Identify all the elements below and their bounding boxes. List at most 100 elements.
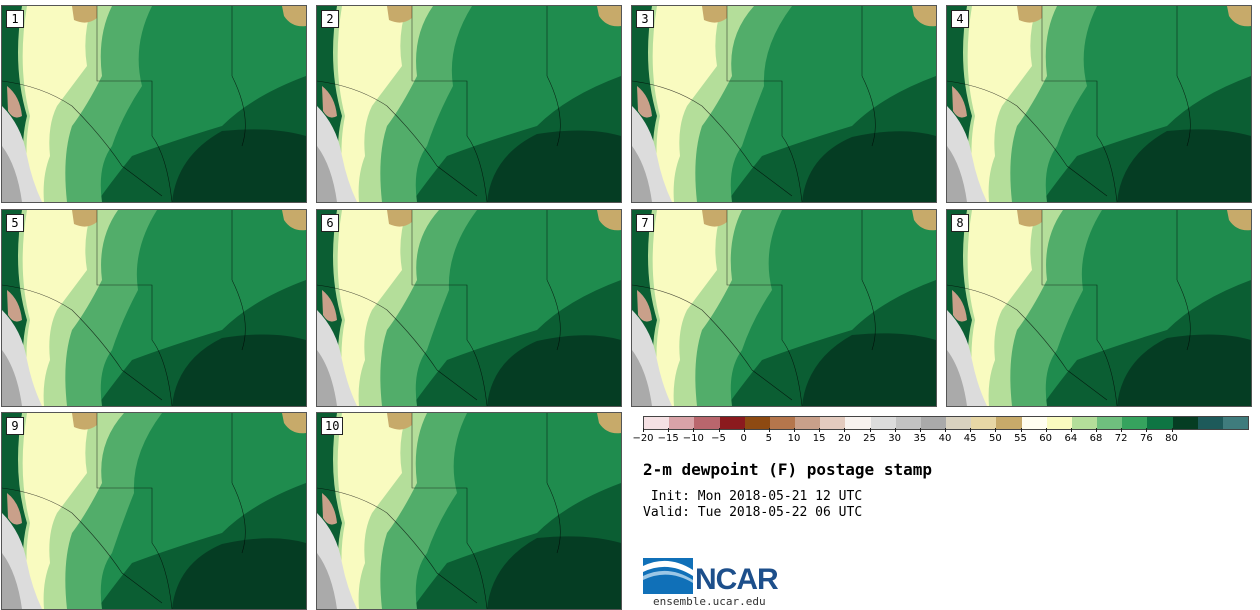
member-number: 1 [6, 10, 24, 28]
colorbar-tick-label: 35 [913, 433, 927, 444]
colorbar-tick-label: 50 [988, 433, 1002, 444]
valid-time: Valid: Tue 2018-05-22 06 UTC [643, 505, 863, 520]
ncar-logo-icon [643, 558, 693, 594]
colorbar-tick-label: 20 [837, 433, 851, 444]
member-number: 10 [321, 417, 344, 435]
colorbar-segment [669, 417, 695, 429]
ncar-logo-text: NCAR [695, 563, 779, 596]
colorbar-tick-label: 0 [740, 433, 747, 444]
colorbar-segment [719, 417, 745, 429]
colorbar-segment [946, 417, 972, 429]
colorbar-tick [945, 428, 946, 432]
colorbar-tick-label: 30 [888, 433, 902, 444]
dewpoint-colorbar [643, 416, 1249, 430]
colorbar-segment [1122, 417, 1148, 429]
member-panel-9: 9 [1, 412, 307, 610]
member-number: 3 [636, 10, 654, 28]
site-url: ensemble.ucar.edu [653, 595, 766, 608]
colorbar-tick [743, 428, 745, 432]
member-number: 7 [636, 214, 654, 232]
dewpoint-map [2, 6, 306, 202]
dewpoint-map [947, 6, 1251, 202]
colorbar-tick [1146, 428, 1148, 432]
member-panel-4: 4 [946, 5, 1252, 203]
dewpoint-map [947, 210, 1251, 406]
colorbar-segment [1222, 417, 1249, 429]
member-number: 6 [321, 214, 339, 232]
member-number: 9 [6, 417, 24, 435]
colorbar-segment [744, 417, 770, 429]
colorbar-tick [1121, 428, 1123, 432]
member-panel-6: 6 [316, 209, 622, 407]
colorbar-tick-label: 5 [765, 433, 773, 444]
dewpoint-map [632, 6, 936, 202]
member-panel-2: 2 [316, 5, 622, 203]
colorbar-segment [769, 417, 796, 429]
colorbar-tick [995, 428, 997, 432]
colorbar-tick [794, 428, 795, 432]
colorbar-tick [1096, 428, 1097, 432]
colorbar-tick-label: 40 [938, 433, 952, 444]
colorbar-segment [795, 417, 821, 429]
dewpoint-map [317, 413, 621, 609]
colorbar-tick [668, 428, 670, 432]
colorbar-tick [1070, 428, 1072, 432]
colorbar-tick [970, 428, 972, 432]
colorbar-tick-label: −5 [711, 433, 726, 444]
colorbar-tick-label: −10 [682, 433, 704, 444]
colorbar-segment [820, 417, 846, 429]
member-number: 2 [321, 10, 339, 28]
colorbar-tick-label: −20 [632, 433, 654, 444]
colorbar-tick [919, 428, 921, 432]
member-number: 4 [951, 10, 969, 28]
colorbar-tick-label: 25 [863, 433, 876, 444]
member-panel-5: 5 [1, 209, 307, 407]
colorbar-tick [819, 428, 821, 432]
member-panel-7: 7 [631, 209, 937, 407]
colorbar-segment [1071, 417, 1098, 429]
colorbar-tick-label: −15 [657, 433, 679, 444]
colorbar-tick [768, 428, 770, 432]
colorbar-segment [1046, 417, 1072, 429]
colorbar-tick-label: 10 [787, 433, 801, 444]
colorbar-tick [844, 428, 846, 432]
member-number: 5 [6, 214, 24, 232]
colorbar-segment [1172, 417, 1198, 429]
colorbar-ticks: −20 −15 −10 −5 0 5 10 15 20 25 30 35 40 45 50 55 60 64 68 7… [632, 428, 1249, 448]
colorbar-tick [1171, 428, 1173, 432]
colorbar-segment [1197, 417, 1223, 429]
colorbar-tick-label: 80 [1165, 433, 1178, 444]
colorbar-tick-label: 68 [1089, 433, 1103, 444]
member-panel-8: 8 [946, 209, 1252, 407]
colorbar-tick-label: 60 [1039, 433, 1053, 444]
colorbar-tick-label: 15 [812, 433, 826, 444]
dewpoint-map [2, 413, 306, 609]
colorbar-tick [693, 428, 695, 432]
colorbar-segment [644, 417, 670, 429]
colorbar-tick [894, 428, 896, 432]
colorbar-tick [1045, 428, 1047, 432]
colorbar-tick [869, 428, 871, 432]
colorbar-segment [870, 417, 896, 429]
colorbar-segment [996, 417, 1022, 429]
member-panel-3: 3 [631, 5, 937, 203]
colorbar-segment [1147, 417, 1173, 429]
dewpoint-map [2, 210, 306, 406]
colorbar-segment [895, 417, 921, 429]
dewpoint-map [317, 210, 621, 406]
colorbar-segment [845, 417, 871, 429]
colorbar-segment [920, 417, 947, 429]
colorbar-tick [1020, 428, 1022, 432]
dewpoint-map [632, 210, 936, 406]
colorbar-tick [643, 428, 644, 432]
colorbar-tick-label: 76 [1139, 433, 1153, 444]
colorbar-tick [718, 428, 720, 432]
dewpoint-map [317, 6, 621, 202]
init-time: Init: Mon 2018-05-21 12 UTC [643, 489, 863, 504]
colorbar-tick-label: 72 [1114, 433, 1128, 444]
colorbar-segment [694, 417, 720, 429]
chart-title: 2-m dewpoint (F) postage stamp [643, 460, 932, 479]
colorbar-segment [1021, 417, 1047, 429]
colorbar-tick-label: 45 [963, 433, 977, 444]
colorbar-tick-label: 64 [1064, 433, 1078, 444]
